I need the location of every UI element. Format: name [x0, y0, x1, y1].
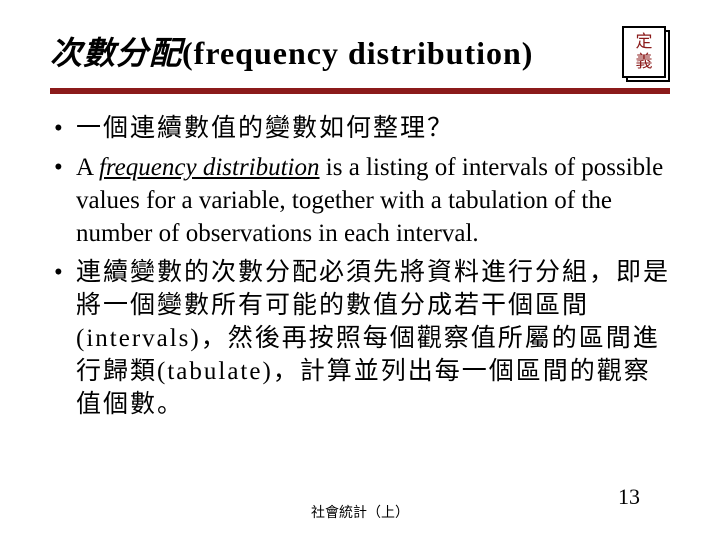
badge-line1: 定: [636, 32, 653, 52]
definition-badge: 定 義: [622, 26, 670, 82]
slide-title: 次數分配(frequency distribution): [50, 28, 533, 74]
bullet-2-prefix: A: [76, 154, 99, 181]
page-number: 13: [618, 484, 640, 510]
badge-front: 定 義: [622, 26, 666, 78]
bullet-item-2: A frequency distribution is a listing of…: [50, 151, 670, 250]
footer-text: 社會統計（上）: [0, 502, 720, 522]
bullet-2-term: frequency distribution: [99, 154, 320, 181]
bullet-list: 一個連續數值的變數如何整理？ A frequency distribution …: [50, 112, 670, 421]
title-en: (frequency distribution): [182, 35, 533, 71]
title-row: 次數分配(frequency distribution) 定 義: [50, 28, 670, 82]
bullet-item-3: 連續變數的次數分配必須先將資料進行分組，即是將一個變數所有可能的數值分成若干個區…: [50, 256, 670, 421]
badge-line2: 義: [636, 52, 653, 72]
title-cjk: 次數分配: [50, 35, 182, 71]
bullet-3-text: 連續變數的次數分配必須先將資料進行分組，即是將一個變數所有可能的數值分成若干個區…: [76, 259, 670, 418]
bullet-item-1: 一個連續數值的變數如何整理？: [50, 112, 670, 145]
slide: 次數分配(frequency distribution) 定 義 一個連續數值的…: [0, 0, 720, 540]
title-divider: [50, 88, 670, 94]
bullet-1-text: 一個連續數值的變數如何整理？: [76, 115, 454, 142]
